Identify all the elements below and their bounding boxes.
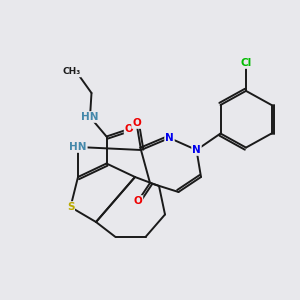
Text: N: N [192,145,201,155]
Text: HN: HN [69,142,87,152]
Text: O: O [132,118,141,128]
Text: HN: HN [81,112,99,122]
Text: N: N [165,133,174,143]
Text: S: S [67,202,74,212]
Text: CH₃: CH₃ [63,68,81,76]
Text: O: O [124,124,134,134]
Text: O: O [134,196,142,206]
Text: Cl: Cl [240,58,252,68]
